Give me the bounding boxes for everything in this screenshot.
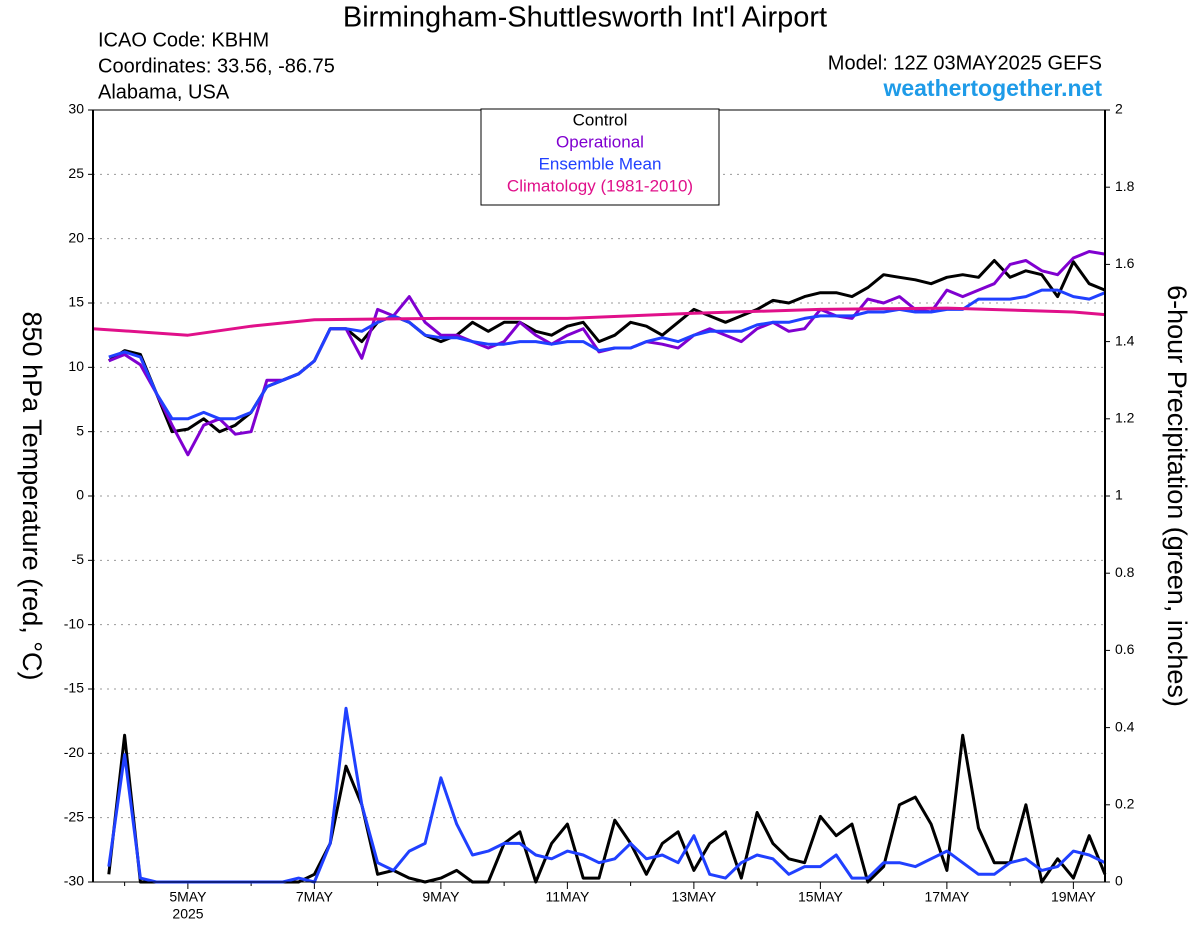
year-label: 2025 xyxy=(172,906,203,922)
y-tick-label: -15 xyxy=(64,680,84,696)
legend-entry: Climatology (1981-2010) xyxy=(507,176,693,195)
series-line xyxy=(108,250,1106,457)
y-tick-label: 0 xyxy=(76,487,84,503)
y2-tick-label: 1.8 xyxy=(1115,178,1135,194)
x-tick-label: 5MAY xyxy=(169,889,207,905)
model-label: Model: 12Z 03MAY2025 GEFS xyxy=(828,52,1102,74)
y2-axis-label: 6-hour Precipitation (green, inches) xyxy=(1162,285,1192,707)
series-line xyxy=(108,288,1106,421)
y2-tick-label: 1.4 xyxy=(1115,332,1135,348)
y2-tick-label: 1 xyxy=(1115,487,1123,503)
legend-entry: Control xyxy=(573,110,628,129)
x-tick-label: 19MAY xyxy=(1051,889,1097,905)
series-line xyxy=(92,306,1106,337)
y2-tick-label: 1.6 xyxy=(1115,255,1135,271)
chart-title: Birmingham-Shuttlesworth Int'l Airport xyxy=(343,2,827,34)
x-tick-label: 13MAY xyxy=(671,889,717,905)
y2-tick-label: 0 xyxy=(1115,873,1123,889)
y2-tick-label: 0.2 xyxy=(1115,796,1135,812)
y-tick-label: -25 xyxy=(64,808,84,824)
y-tick-label: 15 xyxy=(68,294,84,310)
y-tick-label: -10 xyxy=(64,615,84,631)
y-tick-label: 25 xyxy=(68,165,84,181)
y-tick-label: 30 xyxy=(68,101,84,117)
y-tick-label: -20 xyxy=(64,744,84,760)
x-tick-label: 15MAY xyxy=(798,889,844,905)
x-tick-label: 17MAY xyxy=(924,889,970,905)
site-label: weathertogether.net xyxy=(882,75,1102,101)
x-tick-label: 9MAY xyxy=(422,889,460,905)
y2-tick-label: 0.6 xyxy=(1115,641,1135,657)
y-tick-label: 10 xyxy=(68,358,84,374)
legend-box xyxy=(480,108,720,206)
y2-tick-label: 0.4 xyxy=(1115,718,1135,734)
y2-tick-label: 1.2 xyxy=(1115,410,1135,426)
y-tick-label: -5 xyxy=(72,551,85,567)
x-tick-label: 11MAY xyxy=(545,889,589,905)
y-tick-label: 5 xyxy=(76,422,84,438)
y-tick-label: -30 xyxy=(64,873,84,889)
y-axis-label: 850 hPa Temperature (red, °C) xyxy=(17,312,47,681)
info-line: Coordinates: 33.56, -86.75 xyxy=(98,55,335,77)
info-line: ICAO Code: KBHM xyxy=(98,29,269,51)
legend-entry: Operational xyxy=(556,132,644,151)
info-line: Alabama, USA xyxy=(98,81,230,103)
y2-tick-label: 0.8 xyxy=(1115,564,1135,580)
x-tick-label: 7MAY xyxy=(296,889,334,905)
legend-entry: Ensemble Mean xyxy=(539,154,662,173)
y-tick-label: 20 xyxy=(68,229,84,245)
y2-tick-label: 2 xyxy=(1115,101,1123,117)
